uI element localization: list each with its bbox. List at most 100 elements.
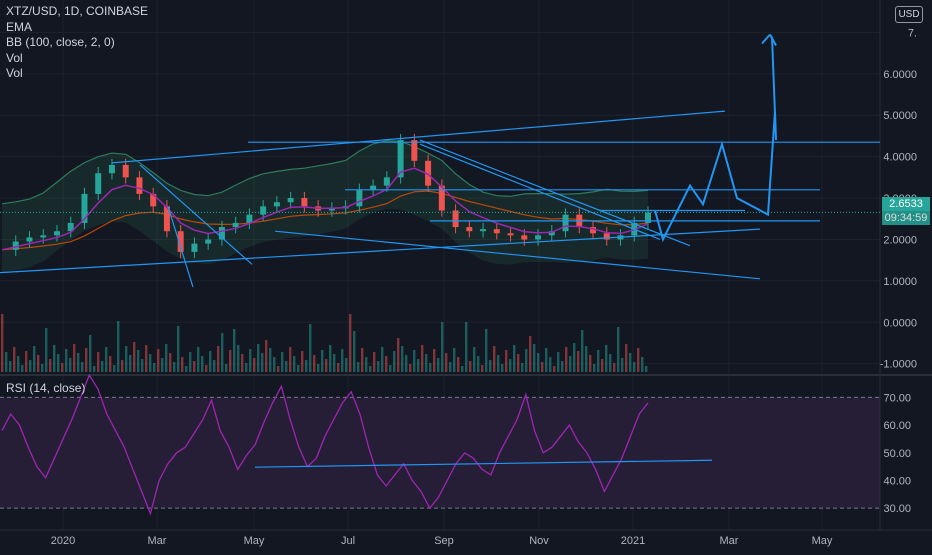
volume-bar — [577, 351, 580, 372]
volume-bar — [573, 343, 576, 372]
volume-bar — [221, 333, 224, 372]
candle-body — [411, 140, 418, 161]
volume-bar — [289, 347, 292, 372]
volume-bar — [429, 363, 432, 372]
candle-body — [493, 229, 500, 234]
volume-bar — [125, 346, 128, 372]
candle-body — [356, 189, 363, 207]
volume-bar — [265, 340, 268, 372]
candle-body — [590, 227, 597, 234]
volume-bar — [605, 345, 608, 372]
trendline — [419, 139, 691, 247]
volume-bar — [425, 354, 428, 372]
volume-bar — [53, 345, 56, 372]
volume-bar — [205, 365, 208, 372]
volume-bar — [641, 357, 644, 372]
volume-bar — [601, 359, 604, 372]
volume-bar — [309, 324, 312, 372]
candle-body — [548, 231, 555, 236]
volume-bar — [173, 362, 176, 372]
candle-body — [383, 177, 390, 186]
volume-bar — [97, 352, 100, 372]
bar-countdown-tag: 09:34:59 — [882, 211, 930, 225]
legend-vol-2[interactable]: Vol — [6, 66, 23, 80]
x-tick-label: Nov — [529, 535, 549, 547]
volume-bar — [213, 360, 216, 372]
volume-bar — [593, 364, 596, 372]
volume-bar — [629, 353, 632, 372]
volume-bar — [353, 331, 356, 372]
volume-bar — [581, 330, 584, 372]
volume-bar — [317, 364, 320, 372]
volume-bar — [189, 352, 192, 372]
x-tick-label: Jul — [341, 535, 355, 547]
volume-bar — [457, 357, 460, 372]
currency-badge[interactable]: USD — [895, 6, 923, 23]
volume-bar — [233, 329, 236, 372]
volume-bar — [165, 344, 168, 372]
volume-bar — [413, 350, 416, 372]
candle-body — [246, 214, 253, 223]
volume-bar — [477, 356, 480, 372]
volume-bar — [421, 345, 424, 372]
volume-bar — [169, 353, 172, 372]
volume-bar — [21, 365, 24, 372]
candle-body — [397, 140, 404, 178]
candle-body — [40, 235, 47, 238]
volume-bar — [161, 358, 164, 372]
volume-bar — [449, 362, 452, 372]
volume-bar — [509, 359, 512, 372]
volume-bar — [281, 352, 284, 372]
volume-bar — [377, 361, 380, 372]
volume-bar — [437, 358, 440, 372]
volume-bar — [85, 348, 88, 372]
volume-bar — [225, 364, 228, 372]
legend-ema[interactable]: EMA — [6, 19, 33, 34]
volume-bar — [217, 346, 220, 372]
volume-bar — [533, 344, 536, 372]
volume-bar — [409, 364, 412, 372]
ema-line — [1, 167, 649, 251]
volume-bar — [589, 355, 592, 372]
volume-bar — [561, 361, 564, 372]
volume-bar — [177, 326, 180, 372]
indicator-legend: XTZ/USD, 1D, COINBASE EMA BB (100, close… — [6, 4, 148, 82]
x-tick-label: Mar — [720, 535, 739, 547]
candle-body — [136, 177, 143, 194]
volume-bar — [133, 342, 136, 372]
volume-bar — [365, 357, 368, 372]
candle-body — [535, 235, 542, 240]
volume-bar — [157, 349, 160, 372]
volume-bar — [33, 346, 36, 372]
volume-bar — [625, 344, 628, 372]
candle-body — [232, 222, 239, 228]
volume-bar — [465, 322, 468, 372]
volume-bar — [117, 321, 120, 372]
trendline — [167, 206, 194, 288]
legend-vol-1[interactable]: Vol — [6, 50, 23, 65]
volume-bar — [257, 344, 260, 372]
candle-body — [12, 241, 19, 250]
volume-bar — [633, 362, 636, 372]
volume-bar — [249, 349, 252, 372]
candle-body — [163, 206, 170, 232]
rsi-tick-label: 30.00 — [883, 503, 911, 515]
volume-bar — [153, 363, 156, 372]
symbol-title[interactable]: XTZ/USD, 1D, COINBASE — [6, 4, 149, 18]
volume-bar — [521, 363, 524, 372]
volume-bar — [545, 348, 548, 372]
volume-bar — [597, 350, 600, 372]
volume-bar — [197, 347, 200, 372]
rsi-legend[interactable]: RSI (14, close) — [6, 381, 86, 395]
volume-bar — [49, 359, 52, 372]
volume-bar — [41, 364, 44, 372]
volume-bar — [145, 345, 148, 372]
volume-bar — [329, 345, 332, 372]
volume-bar — [285, 361, 288, 372]
candle-body — [205, 239, 212, 244]
x-tick-label: Mar — [148, 535, 167, 547]
legend-bb[interactable]: BB (100, close, 2, 0) — [6, 35, 115, 49]
volume-bar — [481, 365, 484, 372]
